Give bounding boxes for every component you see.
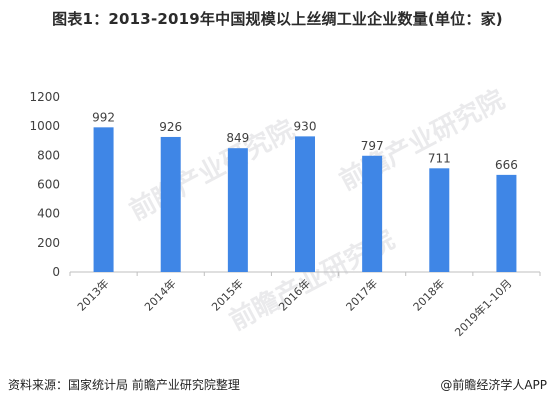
y-tick-label: 0: [52, 265, 60, 279]
bar: [362, 155, 383, 272]
data-label: 849: [226, 131, 249, 145]
bar: [93, 127, 114, 272]
x-tick-label: 2017年: [343, 276, 380, 313]
data-label: 666: [495, 158, 518, 172]
x-tick-label: 2018年: [410, 276, 447, 313]
bar: [295, 136, 315, 272]
x-tick-label: 2019年1-10月: [452, 276, 515, 339]
bar: [429, 168, 450, 272]
x-tick-label: 2016年: [276, 276, 313, 313]
y-tick-label: 600: [37, 178, 60, 192]
y-tick-label: 400: [37, 207, 60, 221]
chart-title: 图表1：2013-2019年中国规模以上丝绸工业企业数量(单位：家): [52, 10, 503, 28]
x-tick-label: 2013年: [74, 276, 111, 313]
brand-credit: @前瞻经济学人APP: [440, 378, 547, 392]
bar: [227, 148, 248, 272]
source-note: 资料来源：国家统计局 前瞻产业研究院整理: [8, 378, 240, 392]
data-label: 711: [428, 151, 451, 165]
y-tick-label: 1000: [29, 119, 60, 133]
y-tick-label: 200: [37, 236, 60, 250]
data-label: 930: [294, 119, 317, 133]
data-label: 926: [159, 120, 182, 134]
y-tick-label: 800: [37, 148, 60, 162]
y-tick-label: 1200: [29, 90, 60, 104]
data-label: 992: [92, 110, 115, 124]
data-label: 797: [361, 139, 384, 153]
bar: [160, 136, 181, 272]
bar: [496, 174, 517, 272]
x-tick-label: 2014年: [141, 276, 178, 313]
x-tick-label: 2015年: [209, 276, 246, 313]
